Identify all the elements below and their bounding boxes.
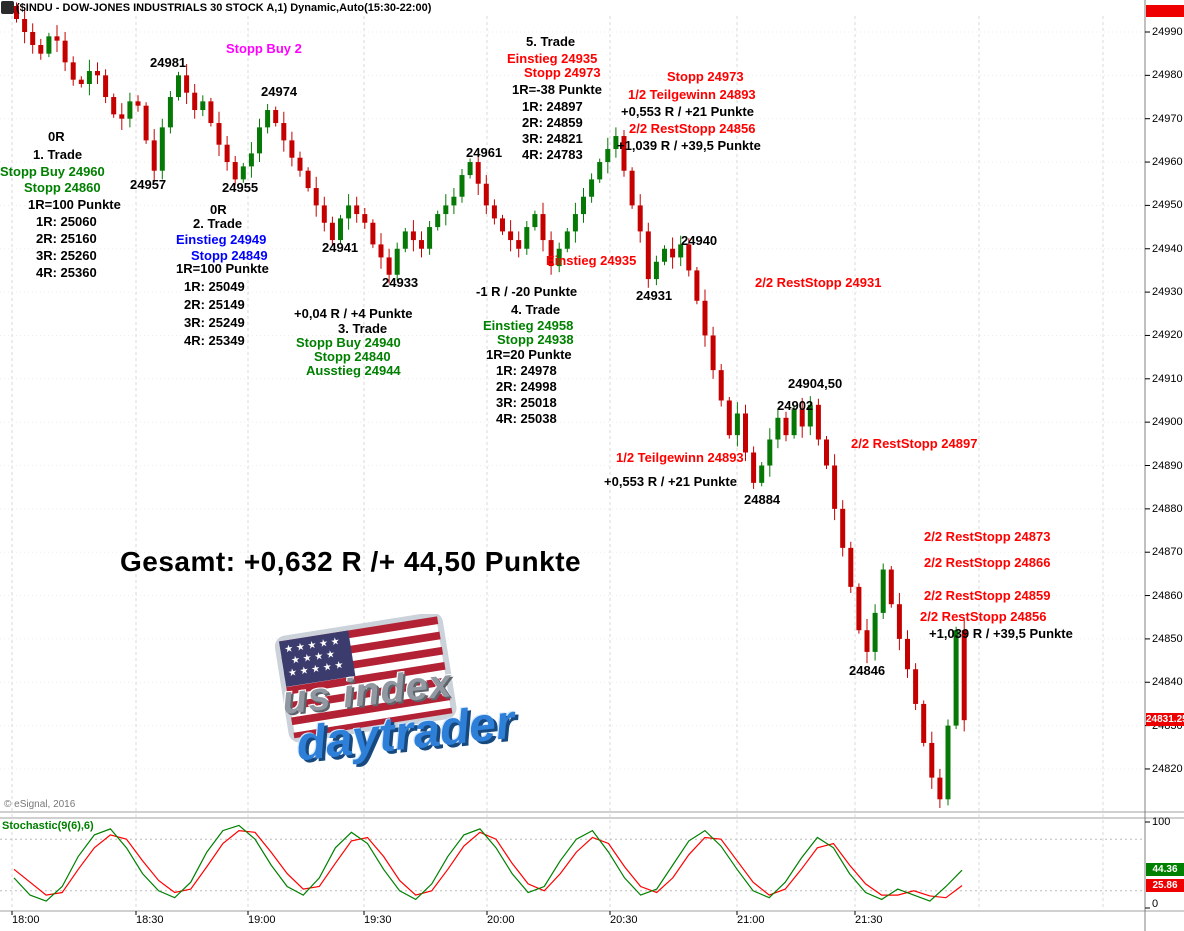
copyright-text: © eSignal, 2016: [4, 799, 76, 810]
total-result-text: Gesamt: +0,632 R /+ 44,50 Punkte: [120, 546, 582, 577]
app-icon[interactable]: [1, 1, 14, 14]
stoch-d-value-box: 25.86: [1146, 879, 1184, 893]
candles: [14, 2, 967, 808]
stoch-k-value-box: 44.36: [1146, 863, 1184, 877]
stoch-scale-top: 100: [1152, 816, 1171, 828]
stochastic-label: Stochastic(9(6),6): [2, 820, 94, 832]
axis-top-alert-box: [1146, 5, 1184, 17]
last-price-box: 24831.25: [1146, 713, 1184, 727]
chart-title: ($INDU - DOW-JONES INDUSTRIALS 30 STOCK …: [16, 2, 432, 14]
stoch-scale-bottom: 0: [1152, 898, 1159, 910]
